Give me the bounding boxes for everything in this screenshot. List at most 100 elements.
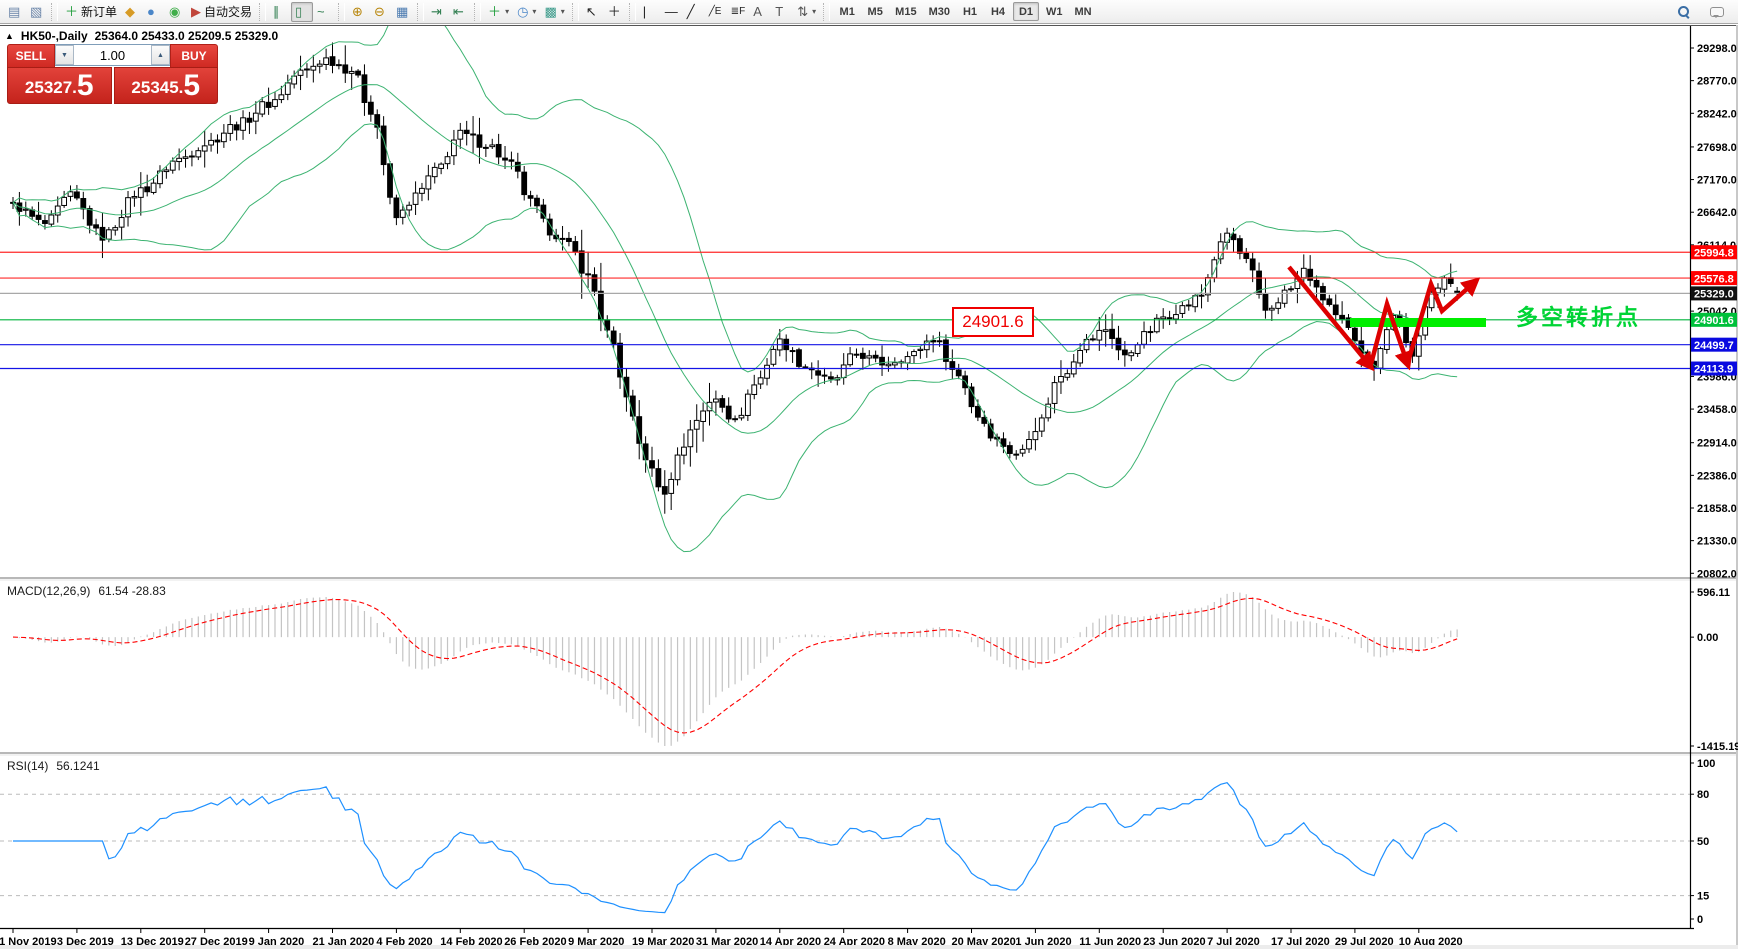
metaeditor-button[interactable]: ◆ [121, 2, 143, 22]
bollinger-lower [12, 123, 1458, 553]
timeframe-mn[interactable]: MN [1069, 2, 1096, 21]
search-button[interactable] [1674, 2, 1696, 22]
price-tick: 26642.0 [1697, 207, 1737, 219]
volume-control: ▼ ▲ [55, 44, 170, 66]
new-order-icon: ＋ [65, 4, 79, 19]
text-label-button[interactable]: T [771, 2, 793, 22]
timeframe-h1[interactable]: H1 [957, 2, 983, 21]
line-chart-mode-icon: ~ [317, 4, 325, 19]
horizontal-line-button[interactable]: — [661, 2, 683, 22]
macd-tick: 0.00 [1697, 632, 1718, 644]
indicators-list-icon: ＋ [488, 4, 502, 19]
macd-tick: 596.11 [1697, 587, 1730, 599]
price-tick: 29298.0 [1697, 43, 1737, 55]
price-tick: 21858.0 [1697, 503, 1737, 515]
zoom-in-button[interactable]: ⊕ [348, 2, 370, 22]
mql5-community-icon: ● [147, 4, 155, 19]
trendline-button[interactable]: ╱ [683, 2, 705, 22]
timeframe-w1[interactable]: W1 [1041, 2, 1068, 21]
axis-price-label: 25329.0 [1694, 289, 1734, 301]
templates-dropdown-icon[interactable]: ▾ [560, 7, 565, 16]
vertical-line-button[interactable]: | [639, 2, 661, 22]
price-tick: 22386.0 [1697, 470, 1737, 482]
auto-scroll-icon: ⇥ [431, 4, 442, 19]
macd-name: MACD(12,26,9) [7, 584, 91, 598]
bar-chart-mode-button[interactable]: ∥ [269, 2, 291, 22]
chat-button[interactable] [1706, 2, 1728, 22]
macd-pane [12, 592, 1458, 746]
buy-button[interactable]: BUY [170, 44, 218, 68]
timeframe-m1[interactable]: M1 [834, 2, 860, 21]
mql5-community-button[interactable]: ● [143, 2, 165, 22]
bollinger-upper [12, 26, 1458, 373]
rsi-axis: 100 80 50 15 0 [1690, 758, 1715, 926]
timeframe-d1[interactable]: D1 [1012, 2, 1039, 21]
indicators-list-dropdown-icon[interactable]: ▾ [505, 7, 510, 16]
volume-increase-button[interactable]: ▲ [151, 45, 170, 65]
navigator-window-button[interactable]: ▧ [26, 2, 48, 22]
zoom-in-icon: ⊕ [352, 4, 363, 19]
cursor-button[interactable]: ↖ [582, 2, 604, 22]
cursor-icon: ↖ [585, 4, 597, 19]
axis-price-label: 24113.9 [1694, 364, 1733, 376]
text-icon: A [753, 4, 762, 19]
zigzag-arrows[interactable] [1287, 265, 1481, 372]
templates-icon: ▩ [544, 4, 557, 19]
timeframe-m5[interactable]: M5 [862, 2, 888, 21]
equidistant-channel-icon: ╱E [708, 6, 722, 17]
tile-windows-button[interactable]: ▦ [392, 2, 414, 22]
one-click-trading-panel: SELL ▼ ▲ BUY 25327.5 25345.5 [7, 44, 218, 105]
price-tick: 21330.0 [1697, 536, 1737, 548]
vertical-line-icon: | [642, 4, 647, 19]
price-tick: 27698.0 [1697, 142, 1737, 154]
trendline-icon: ╱ [686, 4, 695, 19]
periods-dropdown-icon[interactable]: ▾ [532, 7, 537, 16]
price-annotation-box[interactable]: 24901.6 [952, 307, 1034, 337]
timeframe-h4[interactable]: H4 [985, 2, 1011, 21]
volume-input[interactable] [74, 45, 151, 65]
indicators-list-button[interactable]: ＋ ▾ [484, 2, 513, 22]
metaeditor-icon: ◆ [125, 4, 136, 19]
toolbar-right [1674, 2, 1734, 22]
price-tick: 28242.0 [1697, 108, 1737, 120]
price-chart-canvas[interactable]: 29298.0 28770.0 28242.0 27698.0 27170.0 26642… [0, 25, 1738, 949]
price-tick: 22914.0 [1697, 438, 1737, 450]
candlestick-mode-button[interactable]: ▯ [291, 1, 314, 22]
timeframe-m30[interactable]: M30 [924, 2, 955, 21]
line-chart-mode-button[interactable]: ~ [313, 2, 335, 22]
equidistant-channel-button[interactable]: ╱E [705, 2, 727, 22]
symbol-period-label: HK50-,Daily [20, 29, 88, 43]
rsi-indicator-label: RSI(14) 56.1241 [7, 759, 100, 773]
text-button[interactable]: A [749, 2, 771, 22]
fibonacci-retracement-button[interactable]: ≣F [727, 2, 750, 22]
turning-point-annotation[interactable]: 多空转折点 [1516, 305, 1642, 330]
rsi-name: RSI(14) [7, 759, 49, 773]
sell-price-panel[interactable]: 25327. 5 [7, 67, 112, 104]
autotrading-button[interactable]: ▶ 自动交易 [187, 2, 256, 22]
arrows-tool-button[interactable]: ⇅ ▾ [793, 2, 820, 22]
arrows-tool-dropdown-icon[interactable]: ▾ [812, 7, 817, 16]
volume-decrease-button[interactable]: ▼ [55, 45, 74, 65]
sell-button[interactable]: SELL [7, 44, 55, 68]
periods-button[interactable]: ◷ ▾ [513, 2, 540, 22]
timeframe-m15[interactable]: M15 [890, 2, 921, 21]
zoom-out-button[interactable]: ⊖ [370, 2, 392, 22]
charts-sidebar-button[interactable]: ▤ [4, 2, 26, 22]
auto-scroll-button[interactable]: ⇥ [427, 2, 449, 22]
arrows-tool-icon: ⇅ [797, 4, 809, 19]
ohlc-label: 25364.0 25433.0 25209.5 25329.0 [94, 29, 279, 43]
charts-sidebar-icon: ▤ [8, 4, 21, 19]
signals-button[interactable]: ◉ [165, 2, 187, 22]
toolbar: ▤ ▧ ＋新订单 ◆ ● ◉ ▶ 自动交易 ∥ ▯ ~ ⊕ ⊖ ▦ ⇥ ⇤ ＋ ▾ ◷ ▾ ▩ ▾ ↖ ＋ | — ╱ ╱E ≣F A T ⇅… [0, 0, 1738, 24]
buy-price-panel[interactable]: 25345. 5 [113, 67, 218, 104]
templates-button[interactable]: ▩ ▾ [540, 2, 568, 22]
horizontal-line-icon: — [664, 4, 678, 19]
crosshair-button[interactable]: ＋ [604, 2, 626, 22]
text-label-icon: T [775, 4, 784, 19]
chart-shift-button[interactable]: ⇤ [449, 2, 471, 22]
chart-window: 29298.0 28770.0 28242.0 27698.0 27170.0 26642… [0, 25, 1738, 949]
autotrading-icon: ▶ [191, 4, 202, 19]
new-order-button[interactable]: ＋新订单 [61, 2, 121, 22]
collapse-panel-button[interactable]: ▲ [5, 31, 14, 41]
